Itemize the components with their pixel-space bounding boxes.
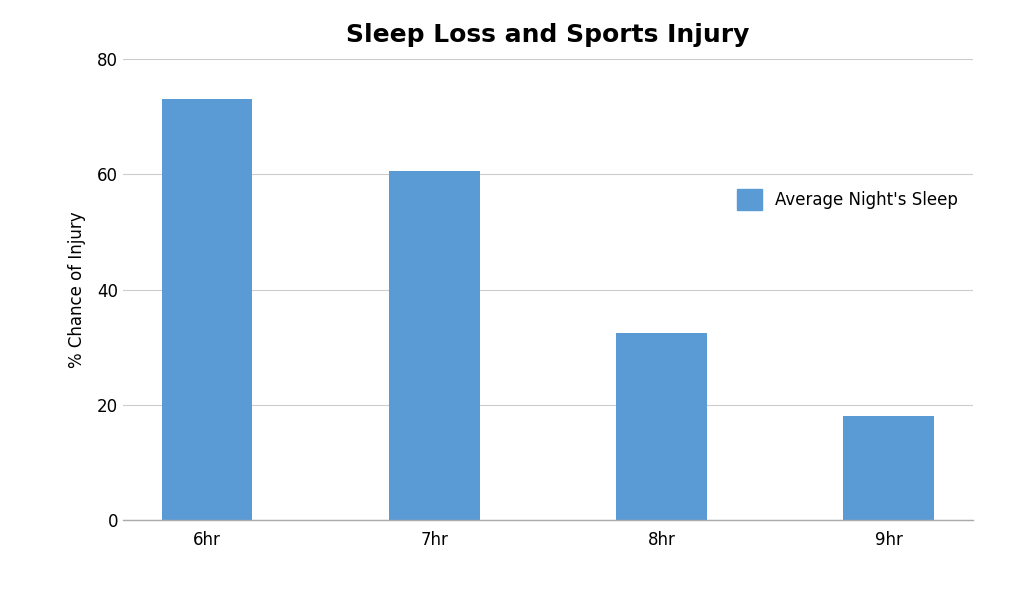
Bar bbox=[389, 171, 479, 520]
Y-axis label: % Chance of Injury: % Chance of Injury bbox=[68, 211, 86, 368]
Legend: Average Night's Sleep: Average Night's Sleep bbox=[730, 183, 965, 216]
Bar bbox=[616, 333, 707, 520]
Bar bbox=[162, 99, 252, 520]
Title: Sleep Loss and Sports Injury: Sleep Loss and Sports Injury bbox=[346, 24, 750, 47]
Bar bbox=[844, 416, 934, 520]
